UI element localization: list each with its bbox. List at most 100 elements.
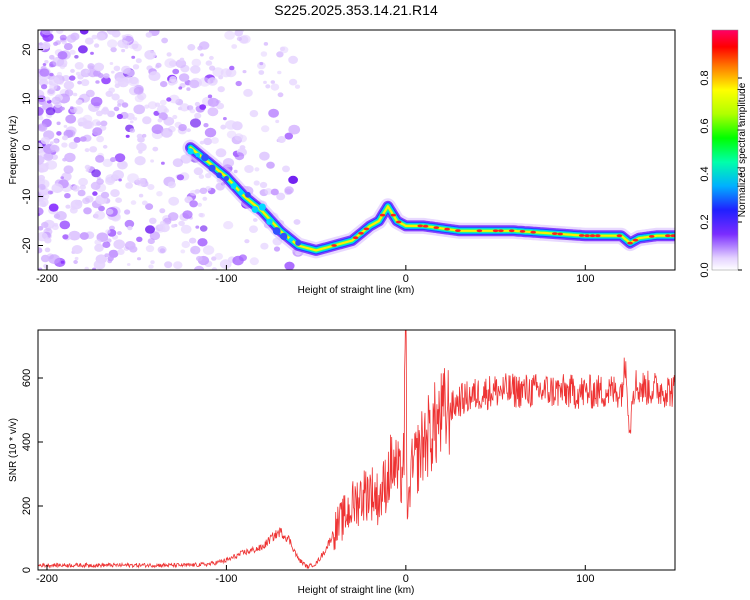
colorbar-tick-label: 0.4 xyxy=(699,166,711,181)
noise-blob xyxy=(84,266,89,270)
noise-blob xyxy=(38,89,45,99)
noise-blob xyxy=(178,124,187,132)
noise-blob xyxy=(51,183,64,194)
noise-blob xyxy=(191,58,202,67)
noise-blob xyxy=(38,267,43,270)
noise-blob xyxy=(222,158,235,168)
noise-blob xyxy=(215,182,225,191)
noise-blob xyxy=(56,121,61,126)
snr-y-tick-label: 0 xyxy=(21,567,33,573)
noise-blob xyxy=(232,255,244,266)
noise-blob xyxy=(277,70,282,75)
noise-blob xyxy=(96,135,104,143)
noise-blob xyxy=(260,242,269,250)
noise-blob xyxy=(244,165,254,173)
noise-blob xyxy=(79,136,87,142)
noise-blob xyxy=(91,169,101,178)
noise-blob xyxy=(95,80,100,84)
signal-hotspot xyxy=(417,224,424,228)
noise-blob xyxy=(91,34,98,40)
noise-blob xyxy=(168,212,179,221)
signal-blob xyxy=(258,203,266,211)
spectrogram-noise-cloud xyxy=(38,30,304,270)
noise-blob xyxy=(199,140,205,145)
noise-blob xyxy=(138,193,144,198)
noise-blob xyxy=(160,81,168,88)
noise-blob xyxy=(176,174,185,181)
noise-blob xyxy=(47,190,53,195)
noise-blob xyxy=(253,218,258,222)
noise-blob xyxy=(195,225,200,229)
noise-blob xyxy=(179,103,190,112)
noise-blob xyxy=(44,162,49,167)
noise-blob xyxy=(136,133,143,139)
colorbar: 0.0 0.2 0.4 0.6 0.8 Normalized spectral ampl… xyxy=(699,29,748,278)
noise-blob xyxy=(180,224,192,234)
snr-x-tick-label: -200 xyxy=(36,573,58,585)
signal-hotspot xyxy=(616,234,623,238)
noise-blob xyxy=(181,240,191,249)
noise-blob xyxy=(69,106,74,110)
noise-blob xyxy=(74,62,84,70)
noise-blob xyxy=(202,245,215,255)
signal-blob xyxy=(195,152,200,158)
snr-x-tick-label: 100 xyxy=(576,573,594,585)
noise-blob xyxy=(131,55,136,59)
signal-hotspot xyxy=(632,238,639,242)
noise-blob xyxy=(41,41,51,50)
signal-hotspot xyxy=(455,229,461,233)
signal-blob xyxy=(208,164,216,172)
noise-blob xyxy=(135,58,142,64)
noise-blob xyxy=(132,64,140,70)
noise-blob xyxy=(234,152,245,161)
signal-blob xyxy=(245,191,251,198)
signal-blob xyxy=(238,190,244,196)
noise-blob xyxy=(219,259,232,269)
noise-blob xyxy=(199,77,211,87)
spectrogram-y-tick-label: -20 xyxy=(21,238,33,254)
noise-blob xyxy=(127,225,133,231)
spectrogram-signal-track xyxy=(182,139,675,259)
noise-blob xyxy=(105,176,115,186)
noise-blob xyxy=(194,112,202,119)
signal-hotspot xyxy=(670,234,675,238)
noise-blob xyxy=(41,203,47,207)
noise-blob xyxy=(270,80,275,84)
colorbar-tick-label: 0.2 xyxy=(699,214,711,229)
noise-blob xyxy=(117,103,122,107)
noise-blob xyxy=(70,68,75,73)
noise-blob xyxy=(196,255,203,262)
snr-panel: -200 -100 0 100 0 200 400 600 Height of straig… xyxy=(8,329,676,596)
noise-blob xyxy=(38,106,44,116)
noise-blob xyxy=(102,106,109,112)
noise-blob xyxy=(149,217,157,224)
noise-blob xyxy=(39,42,43,46)
noise-blob xyxy=(75,71,81,76)
noise-blob xyxy=(102,158,113,168)
noise-blob xyxy=(48,76,60,86)
noise-blob xyxy=(242,70,247,74)
noise-blob xyxy=(207,94,213,99)
noise-blob xyxy=(118,178,122,182)
signal-hotspot xyxy=(433,226,440,230)
noise-blob xyxy=(92,191,98,196)
noise-blob xyxy=(40,185,46,190)
noise-blob xyxy=(145,245,155,253)
snr-y-axis-label: SNR (10 * v/v) xyxy=(8,418,19,482)
noise-blob xyxy=(90,51,94,55)
noise-blob xyxy=(38,116,44,121)
noise-blob xyxy=(266,161,275,169)
signal-hotspot xyxy=(552,232,558,236)
noise-blob xyxy=(197,238,208,247)
noise-blob xyxy=(53,222,59,227)
noise-blob xyxy=(84,37,94,45)
noise-blob xyxy=(40,254,50,263)
noise-blob xyxy=(205,173,212,179)
noise-blob xyxy=(38,155,45,165)
noise-blob xyxy=(161,37,169,44)
signal-blob xyxy=(272,227,281,235)
noise-blob xyxy=(277,92,284,98)
noise-blob xyxy=(220,68,232,78)
noise-blob xyxy=(95,110,103,117)
